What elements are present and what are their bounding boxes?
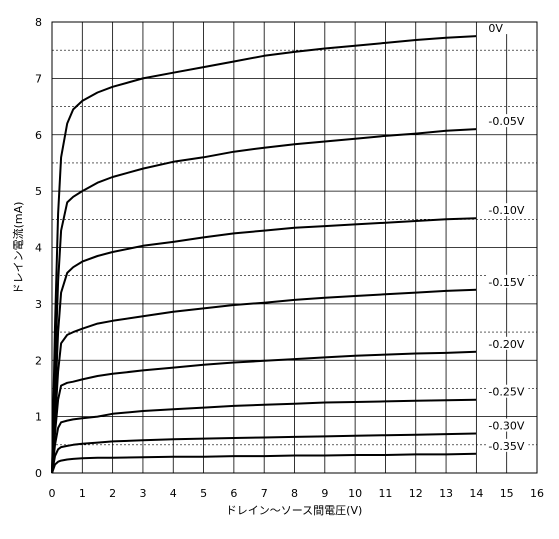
x-tick-label: 11 xyxy=(378,487,392,500)
series-lines xyxy=(51,35,477,474)
series-label: -0.30V xyxy=(488,420,524,433)
series-label-bg xyxy=(486,418,529,432)
series-label: -0.25V xyxy=(488,386,524,399)
x-tick-label: 16 xyxy=(530,487,544,500)
series-label: -0.10V xyxy=(488,204,524,217)
x-tick-label: 8 xyxy=(291,487,298,500)
series-line xyxy=(51,432,477,474)
series-labels: 0V -0.05V -0.10V -0.15V -0.20V -0.25V -0.30V -0… xyxy=(486,21,529,453)
series-label-bg xyxy=(486,438,529,452)
x-tick-label: 7 xyxy=(261,487,268,500)
x-tick-label: 4 xyxy=(170,487,177,500)
series-label: -0.20V xyxy=(488,338,524,351)
series-label-bg xyxy=(486,336,529,350)
y-tick-label: 7 xyxy=(35,72,42,85)
x-tick-label: 0 xyxy=(49,487,56,500)
x-tick-label: 10 xyxy=(348,487,362,500)
x-tick-label: 13 xyxy=(439,487,453,500)
x-tick-label: 12 xyxy=(409,487,423,500)
series-label-bg xyxy=(486,21,529,35)
x-tick-label: 6 xyxy=(230,487,237,500)
x-tick-label: 1 xyxy=(79,487,86,500)
y-tick-label: 8 xyxy=(35,16,42,29)
y-tick-label: 5 xyxy=(35,185,42,198)
x-tick-label: 2 xyxy=(109,487,116,500)
series-label: -0.15V xyxy=(488,276,524,289)
series-line xyxy=(51,452,477,474)
x-tick-label: 15 xyxy=(500,487,514,500)
y-tick-label: 3 xyxy=(35,298,42,311)
y-tick-label: 1 xyxy=(35,411,42,424)
y-tick-label: 4 xyxy=(35,242,42,255)
series-label: -0.05V xyxy=(488,115,524,128)
plot-border xyxy=(51,21,538,474)
series-line xyxy=(51,350,477,474)
y-axis-label: ドレイン電流(mA) xyxy=(11,202,25,295)
series-line xyxy=(51,217,477,474)
series-line xyxy=(51,288,477,474)
series-label: -0.35V xyxy=(488,440,524,453)
series-line xyxy=(51,35,477,474)
series-label: 0V xyxy=(488,22,503,35)
x-tick-labels: 0 1 2 3 4 5 6 7 8 9 10 11 12 13 14 15 16 xyxy=(49,487,545,500)
x-tick-label: 9 xyxy=(321,487,328,500)
series-label-bg xyxy=(486,203,529,217)
y-tick-label: 0 xyxy=(35,467,42,480)
series-line xyxy=(51,128,477,474)
series-label-bg xyxy=(486,384,529,398)
y-tick-labels: 0 1 2 3 4 5 6 7 8 xyxy=(35,16,42,480)
series-line xyxy=(51,398,477,474)
y-tick-label: 2 xyxy=(35,354,42,367)
x-tick-label: 3 xyxy=(139,487,146,500)
series-label-bg xyxy=(486,274,529,288)
y-tick-label: 6 xyxy=(35,129,42,142)
series-label-bg xyxy=(486,114,529,128)
x-axis-label: ドレイン～ソース間電圧(V) xyxy=(226,504,363,517)
x-tick-label: 5 xyxy=(200,487,207,500)
x-tick-label: 14 xyxy=(469,487,483,500)
